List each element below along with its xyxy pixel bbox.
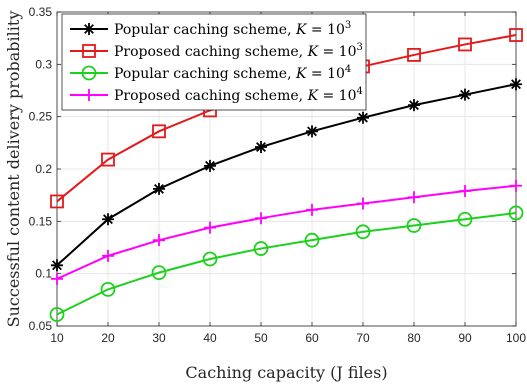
legend-label-part: = 10 [318, 44, 356, 60]
asterisk-marker [357, 111, 369, 124]
legend-label-part: = 10 [306, 66, 344, 82]
plus-marker [102, 249, 114, 262]
circle-marker [457, 211, 473, 227]
legend: Popular caching scheme, K = 103Proposed … [61, 13, 367, 111]
x-tick-label: 80 [407, 331, 421, 345]
x-tick-label: 40 [203, 331, 217, 345]
x-tick-label: 90 [458, 331, 472, 345]
legend-label-part: = 10 [306, 22, 344, 38]
series-4 [51, 179, 522, 285]
y-tick-label: 0.35 [29, 5, 53, 19]
series-line [56, 83, 517, 267]
square-marker [50, 194, 64, 209]
legend-label-part: = 10 [318, 88, 356, 104]
series-line [56, 184, 517, 280]
square-marker [458, 37, 472, 52]
x-tick-label: 30 [152, 331, 166, 345]
circle-marker [202, 251, 218, 267]
square-marker [407, 48, 421, 62]
plus-marker [459, 184, 471, 197]
x-tick-label: 60 [305, 331, 319, 345]
legend-label-part: K [295, 22, 308, 38]
plus-marker [204, 221, 216, 234]
square-marker [152, 124, 166, 139]
plus-marker [83, 89, 95, 101]
x-tick-label: 20 [101, 331, 115, 345]
legend-label: Popular caching scheme, K = 104 [114, 64, 351, 82]
asterisk-marker [306, 125, 318, 138]
series-layer [49, 28, 524, 322]
axis-ticks: 10 20 30 40 50 60 70 80 90 100 0.05 0.1 0.15 0.2 0.25 0… [29, 5, 527, 345]
circle-marker [81, 65, 97, 81]
circle-marker [49, 307, 65, 322]
legend-entry-2: Proposed caching scheme, K = 103 [70, 42, 363, 60]
series-3 [49, 205, 524, 322]
series-line [56, 211, 517, 316]
plus-marker [357, 197, 369, 210]
asterisk-marker [102, 213, 114, 226]
legend-label-part: K [307, 44, 320, 60]
square-marker [101, 152, 115, 167]
square-marker [82, 44, 96, 58]
series-1 [51, 78, 522, 272]
plus-marker [153, 234, 165, 247]
circle-marker [508, 205, 524, 221]
plus-marker [255, 212, 267, 225]
asterisk-marker [459, 88, 471, 101]
legend-box [61, 13, 367, 111]
x-tick-label: 10 [50, 331, 64, 345]
legend-label-part: 4 [345, 64, 351, 75]
circle-marker [355, 224, 371, 240]
plus-marker [306, 203, 318, 216]
legend-label-part: Popular caching scheme, [114, 66, 296, 82]
legend-label: Proposed caching scheme, K = 104 [114, 86, 363, 104]
legend-entry-3: Popular caching scheme, K = 104 [70, 64, 351, 82]
asterisk-marker [153, 182, 165, 195]
legend-label-part: K [295, 66, 308, 82]
x-tick-label: 70 [356, 331, 370, 345]
legend-label-part: 3 [345, 20, 351, 31]
legend-label-part: K [307, 88, 320, 104]
y-tick-label: 0.15 [29, 214, 53, 228]
circle-marker [100, 281, 116, 297]
plus-marker [510, 179, 522, 192]
x-axis-label: Caching capacity (J files) [185, 363, 387, 382]
y-tick-label: 0.1 [35, 267, 52, 281]
x-tick-label: 50 [254, 331, 268, 345]
asterisk-marker [83, 23, 95, 35]
y-tick-label: 0.2 [35, 162, 52, 176]
circle-marker [304, 232, 320, 248]
legend-entry-1: Popular caching scheme, K = 103 [70, 20, 351, 38]
plus-marker [408, 191, 420, 204]
asterisk-marker [51, 259, 63, 272]
y-tick-label: 0.05 [29, 319, 53, 333]
square-marker [509, 28, 523, 42]
y-tick-label: 0.25 [29, 110, 53, 124]
asterisk-marker [510, 78, 522, 91]
y-axis-label: Successful content delivery probability [4, 11, 23, 328]
legend-entry-4: Proposed caching scheme, K = 104 [70, 86, 363, 104]
circle-marker [406, 218, 422, 233]
legend-label-part: 3 [356, 42, 362, 53]
circle-marker [253, 241, 269, 256]
asterisk-marker [408, 99, 420, 112]
legend-label: Proposed caching scheme, K = 103 [114, 42, 363, 60]
x-tick-label: 100 [506, 331, 526, 345]
asterisk-marker [255, 141, 267, 154]
legend-label-part: 4 [356, 86, 362, 97]
legend-label: Popular caching scheme, K = 103 [114, 20, 351, 38]
legend-label-part: Proposed caching scheme, [114, 88, 308, 104]
circle-marker [151, 265, 167, 281]
legend-label-part: Popular caching scheme, [114, 22, 296, 38]
asterisk-marker [204, 159, 216, 172]
y-tick-label: 0.3 [35, 57, 52, 71]
legend-label-part: Proposed caching scheme, [114, 44, 308, 60]
plus-marker [51, 272, 63, 285]
